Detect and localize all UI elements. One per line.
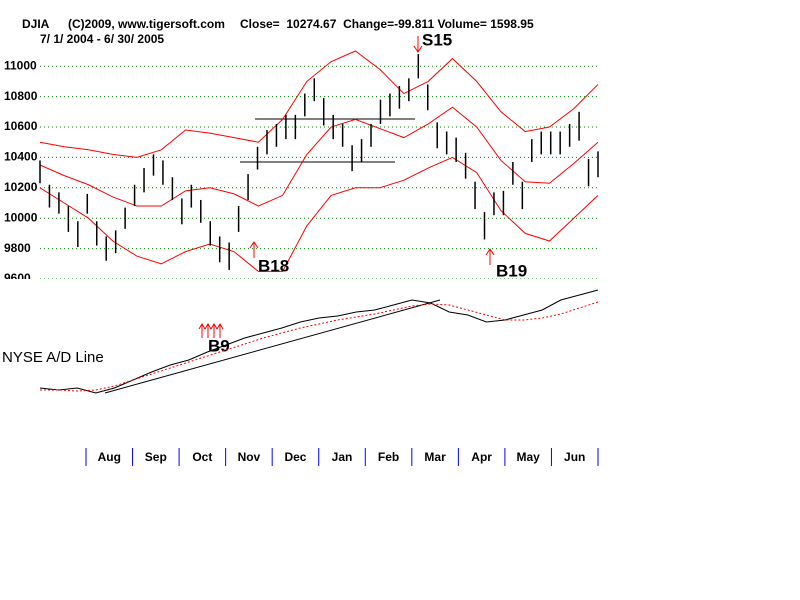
y-tick-label: 10400 [4,150,38,164]
line [39,50,599,158]
stats: Close= 10274.67 Change=-99.811 Volume= 1… [240,17,534,31]
price-panel: 9600 9800 10000 10200 10400 10600 10800 11000 [4,50,600,285]
x-tick-label: Nov [238,450,261,464]
x-tick-label: Sep [145,450,167,464]
y-tick-label: 10800 [4,89,38,103]
x-tick-label: May [517,450,541,464]
ad-label: NYSE A/D Line [2,349,104,366]
trend-line [104,299,441,394]
line [40,301,599,392]
arrow [249,241,259,258]
signal-arrows [198,36,495,338]
source: (C)2009, www.tigersoft.com [68,17,225,31]
annotation: B19 [496,261,527,280]
arrow [485,248,495,265]
date-range: 7/ 1/ 2004 - 6/ 30/ 2005 [40,32,164,46]
annotation: S15 [422,30,452,49]
arrow-cluster [198,323,224,338]
annotation: B18 [258,256,289,275]
y-tick-label: 10600 [4,119,38,133]
arrow [413,36,423,53]
x-tick-label: Oct [192,450,212,464]
x-tick-label: Apr [471,450,492,464]
y-tick-label: 10000 [4,210,38,224]
x-tick-label: Jan [332,450,353,464]
chart-title: DJIA [22,17,50,31]
line [39,289,599,394]
line [39,156,599,272]
x-tick-label: Feb [378,450,399,464]
x-tick-label: Jun [564,450,585,464]
annotation: B9 [208,336,230,355]
y-tick-label: 9600 [4,271,31,285]
y-tick-label: 10200 [4,180,38,194]
x-tick-label: Aug [98,450,121,464]
y-tick-label: 9800 [4,241,31,255]
x-tick-label: Mar [424,450,446,464]
x-tick-label: Dec [284,450,306,464]
y-tick-label: 11000 [4,58,37,72]
line [39,106,599,207]
